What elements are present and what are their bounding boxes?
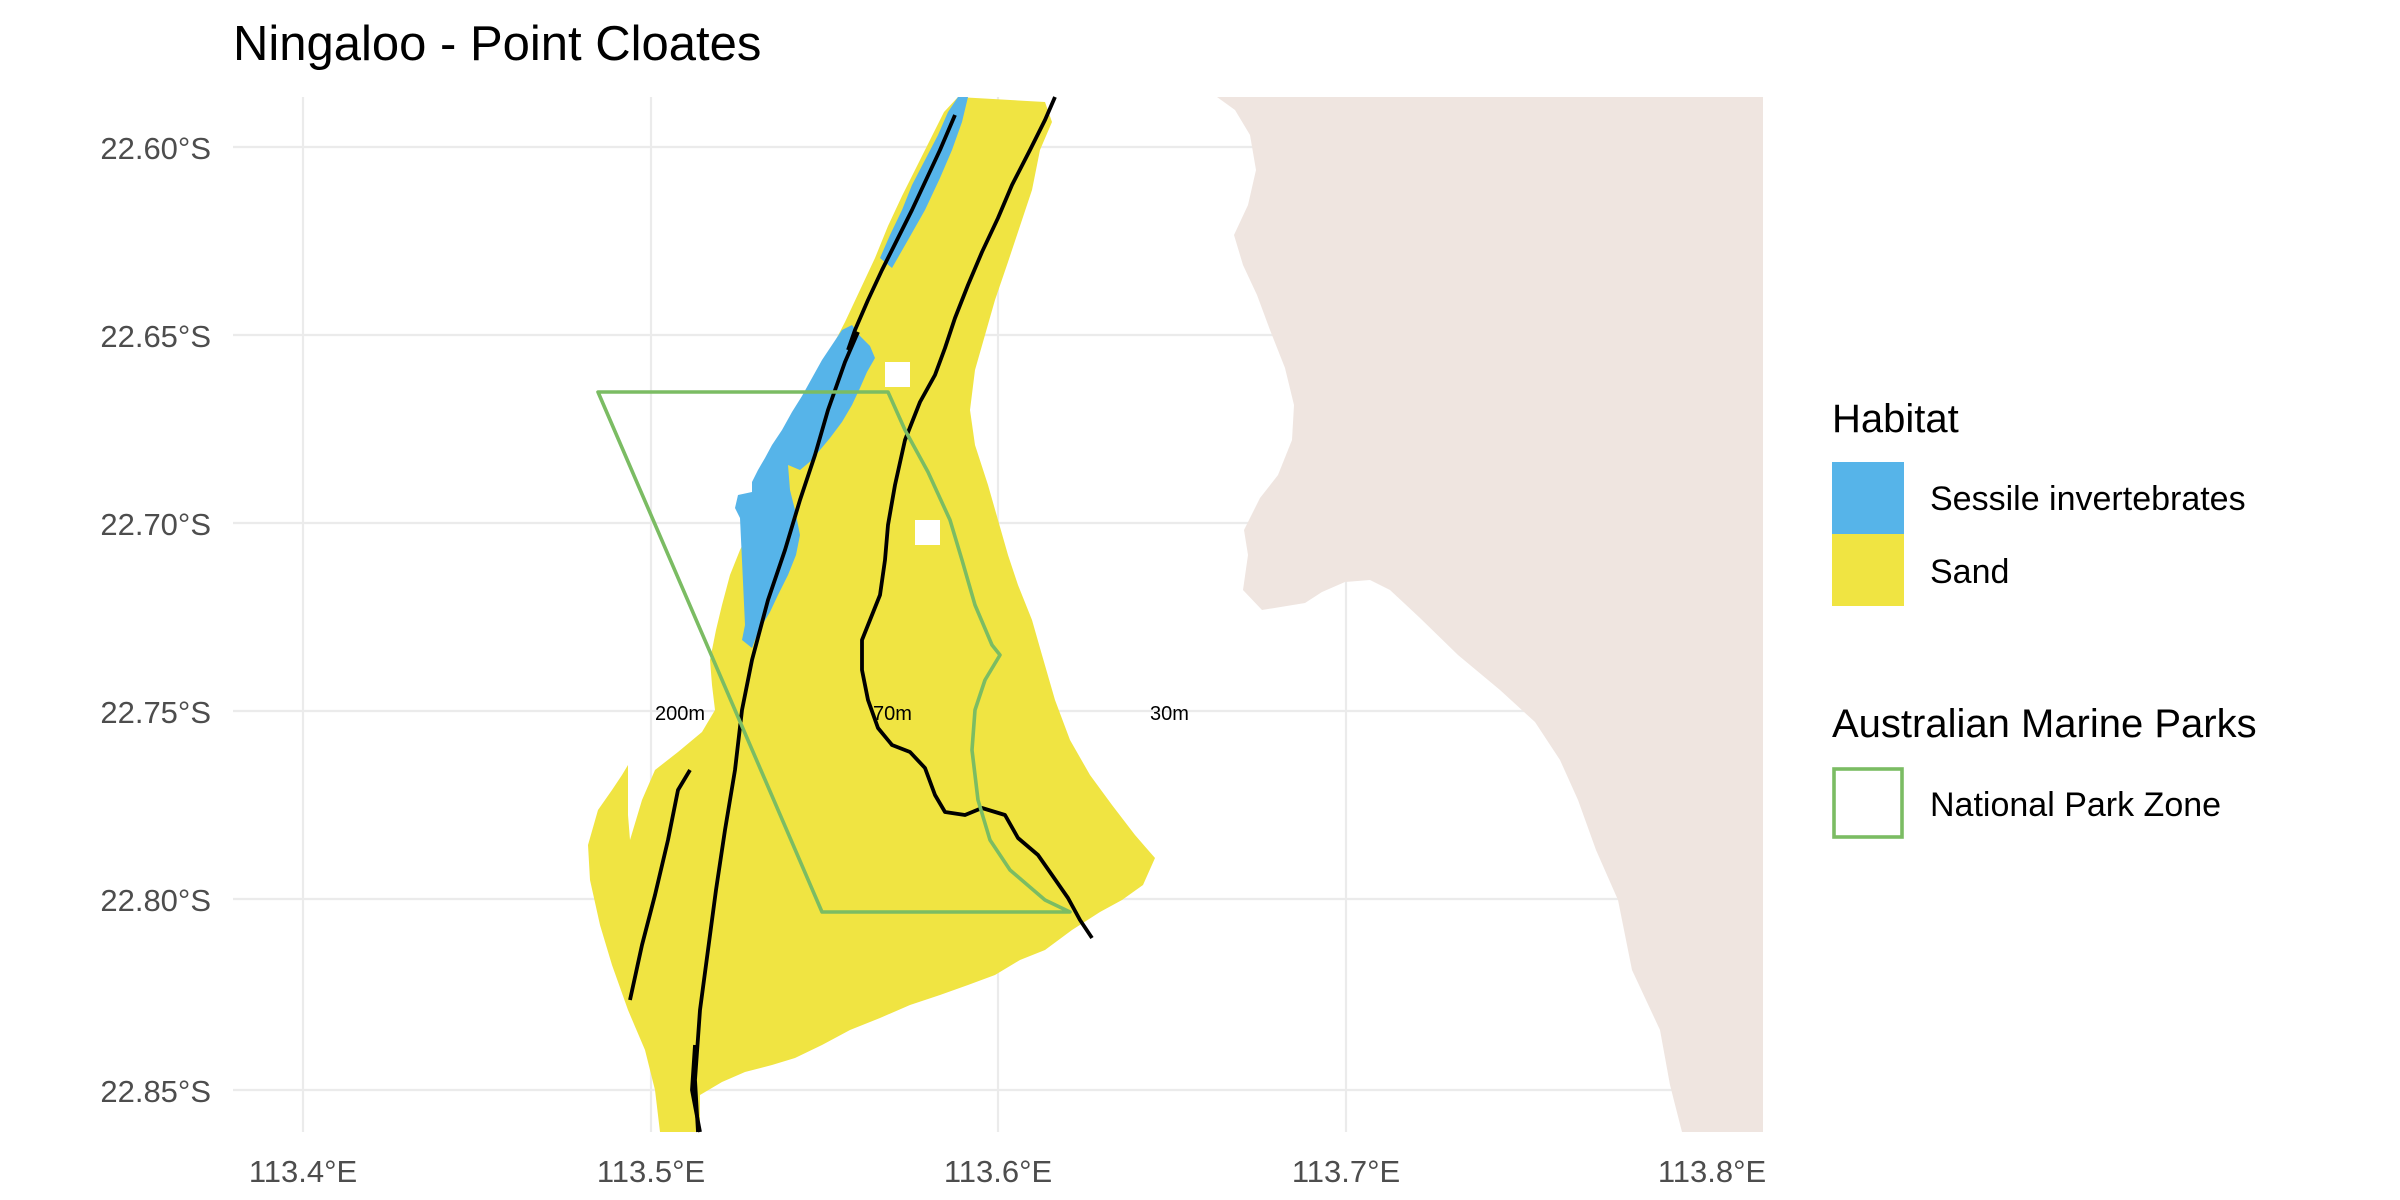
legend-swatch-national-park-zone	[1832, 767, 1904, 839]
contour-200m-east	[693, 331, 860, 1133]
contour-70m	[860, 96, 1094, 940]
depth-contours	[628, 96, 1094, 1133]
habitat-sessile-invertebrates-south	[735, 325, 875, 648]
legend-swatch-sessile-invertebrates	[1832, 462, 1904, 534]
y-tick-label: 22.65°S	[100, 319, 211, 354]
legend-label-sessile-invertebrates: Sessile invertebrates	[1930, 480, 2246, 518]
legend-label-national-park-zone: National Park Zone	[1930, 786, 2221, 824]
x-tick-label: 113.6°E	[944, 1154, 1052, 1189]
x-tick-label: 113.5°E	[597, 1154, 705, 1189]
contour-200m-west	[628, 769, 692, 1001]
legend-habitat-title: Habitat	[1832, 397, 1959, 441]
y-tick-label: 22.85°S	[100, 1074, 211, 1109]
y-tick-label: 22.60°S	[100, 131, 211, 166]
x-tick-label: 113.4°E	[249, 1154, 357, 1189]
y-tick-label: 22.80°S	[100, 883, 211, 918]
contour-label-30m: 30m	[1150, 703, 1189, 725]
legend-marine-parks: Australian Marine Parks National Park Zo…	[1832, 702, 2257, 839]
legend-marine-parks-title: Australian Marine Parks	[1832, 702, 2257, 746]
legend-habitat: Habitat Sessile invertebrates Sand	[1832, 397, 2246, 606]
contour-200m-north	[846, 114, 957, 351]
sand-gap-north	[885, 362, 910, 387]
y-tick-label: 22.75°S	[100, 695, 211, 730]
y-axis: 22.60°S 22.65°S 22.70°S 22.75°S 22.80°S …	[100, 131, 211, 1109]
x-tick-label: 113.8°E	[1658, 1154, 1766, 1189]
legend-label-sand: Sand	[1930, 553, 2009, 591]
legend-swatch-sand	[1832, 534, 1904, 606]
map-title: Ningaloo - Point Cloates	[233, 17, 761, 71]
contour-200m-south	[690, 1044, 702, 1133]
national-park-zone-outline	[596, 390, 1072, 914]
x-axis: 113.4°E 113.5°E 113.6°E 113.7°E 113.8°E	[249, 1154, 1766, 1189]
contour-label-70m: 70m	[873, 703, 912, 725]
sand-gap-central	[915, 520, 940, 545]
y-tick-label: 22.70°S	[100, 507, 211, 542]
land-mass	[1217, 97, 1763, 1132]
contour-label-200m: 200m	[655, 703, 705, 725]
x-tick-label: 113.7°E	[1292, 1154, 1400, 1189]
